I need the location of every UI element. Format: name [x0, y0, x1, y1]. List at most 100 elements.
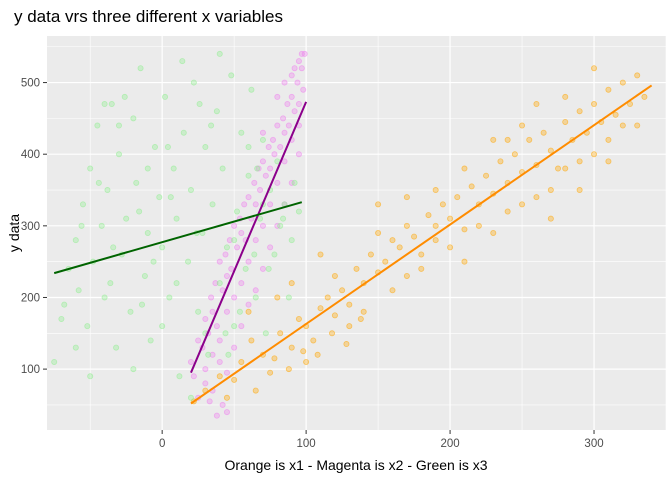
point-series-3	[104, 187, 111, 194]
point-series-2	[202, 380, 209, 387]
point-series-1	[375, 201, 382, 208]
point-series-1	[605, 158, 612, 165]
point-series-2	[271, 151, 278, 158]
point-series-1	[331, 312, 338, 319]
point-series-1	[248, 337, 255, 344]
point-series-1	[288, 280, 295, 287]
point-series-2	[259, 158, 266, 165]
point-series-1	[403, 222, 410, 229]
point-series-2	[252, 287, 259, 294]
point-series-2	[208, 294, 215, 301]
point-series-1	[331, 272, 338, 279]
point-series-2	[274, 122, 281, 129]
point-series-1	[329, 330, 336, 337]
point-series-3	[234, 208, 241, 215]
point-series-3	[144, 229, 151, 236]
point-series-1	[314, 351, 321, 358]
x-tick-label: 300	[584, 438, 603, 450]
point-series-2	[223, 409, 230, 416]
fit-lines	[53, 84, 653, 405]
point-series-2	[251, 179, 258, 186]
point-series-2	[187, 358, 194, 365]
point-series-3	[58, 315, 65, 322]
x-tick-label: 100	[297, 438, 316, 450]
point-series-1	[555, 165, 562, 172]
point-series-3	[216, 280, 223, 287]
point-series-2	[288, 93, 295, 100]
point-series-3	[162, 93, 169, 100]
point-series-3	[79, 201, 86, 208]
point-series-1	[339, 287, 346, 294]
point-series-2	[295, 58, 302, 65]
point-series-1	[490, 229, 497, 236]
point-series-3	[151, 144, 158, 151]
point-series-2	[209, 351, 216, 358]
point-series-3	[179, 58, 186, 65]
point-series-3	[208, 122, 215, 129]
point-series-1	[504, 136, 511, 143]
fit-line-series-3	[53, 201, 303, 275]
point-series-1	[490, 136, 497, 143]
point-series-1	[353, 265, 360, 272]
point-series-1	[461, 165, 468, 172]
point-series-1	[576, 187, 583, 194]
point-series-3	[141, 272, 148, 279]
point-series-3	[72, 237, 79, 244]
point-series-3	[231, 323, 238, 330]
point-series-3	[133, 179, 140, 186]
point-series-3	[209, 201, 216, 208]
point-series-1	[619, 122, 626, 129]
point-series-3	[130, 115, 137, 122]
point-series-1	[461, 258, 468, 265]
point-series-1	[252, 387, 259, 394]
point-series-1	[447, 244, 454, 251]
point-series-2	[285, 122, 292, 129]
point-series-2	[223, 308, 230, 315]
point-series-3	[87, 165, 94, 172]
point-series-2	[280, 115, 287, 122]
point-series-1	[468, 183, 475, 190]
point-series-2	[222, 251, 229, 258]
point-series-1	[447, 215, 454, 222]
point-series-3	[101, 101, 108, 108]
point-series-3	[277, 222, 284, 229]
point-series-1	[267, 369, 274, 376]
point-series-3	[164, 144, 171, 151]
point-series-2	[281, 129, 288, 136]
point-series-1	[454, 194, 461, 201]
point-series-2	[234, 244, 241, 251]
point-series-1	[403, 194, 410, 201]
point-series-2	[298, 65, 305, 72]
point-series-1	[547, 215, 554, 222]
point-series-2	[277, 144, 284, 151]
point-series-3	[167, 194, 174, 201]
point-series-1	[300, 348, 307, 355]
point-series-3	[288, 237, 295, 244]
point-series-2	[209, 308, 216, 315]
point-series-1	[277, 330, 284, 337]
point-series-1	[346, 301, 353, 308]
point-series-1	[396, 244, 403, 251]
point-series-1	[612, 111, 619, 118]
point-series-2	[223, 369, 230, 376]
point-series-3	[251, 251, 258, 258]
point-series-3	[173, 280, 180, 287]
y-tick-label: 200	[21, 292, 40, 304]
point-series-1	[562, 118, 569, 125]
point-series-1	[346, 323, 353, 330]
point-series-2	[259, 129, 266, 136]
point-series-1	[576, 108, 583, 115]
point-series-1	[310, 337, 317, 344]
point-series-2	[231, 222, 238, 229]
point-series-1	[634, 72, 641, 79]
point-series-3	[295, 208, 302, 215]
point-series-1	[439, 201, 446, 208]
point-series-2	[294, 79, 301, 86]
point-series-3	[150, 258, 157, 265]
point-series-1	[418, 251, 425, 258]
point-series-3	[127, 308, 134, 315]
point-series-3	[87, 373, 94, 380]
point-series-3	[222, 330, 229, 337]
point-series-1	[475, 222, 482, 229]
